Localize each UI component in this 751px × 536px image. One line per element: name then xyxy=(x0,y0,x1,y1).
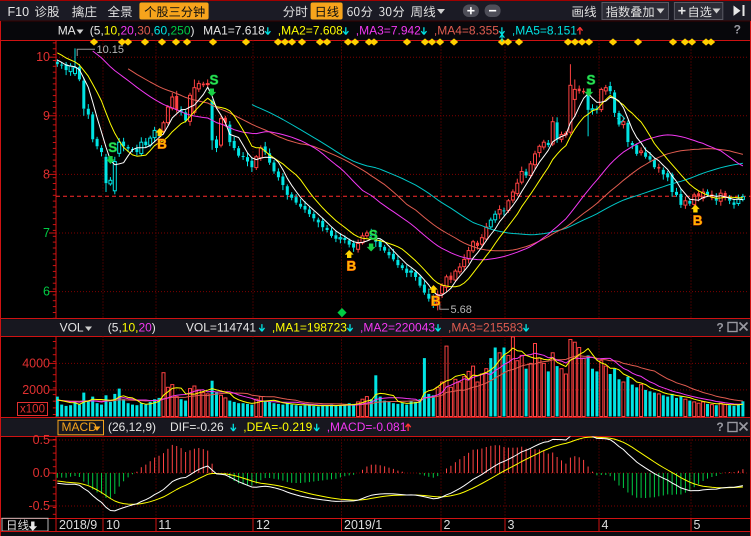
svg-text:9: 9 xyxy=(43,109,50,123)
svg-text:DIF=-0.26: DIF=-0.26 xyxy=(170,420,224,434)
svg-text:MACD: MACD xyxy=(62,420,98,434)
svg-text:): ) xyxy=(191,24,195,38)
svg-text:VOL: VOL xyxy=(60,320,84,334)
svg-text:30,: 30, xyxy=(137,24,154,38)
svg-text:2: 2 xyxy=(444,518,451,532)
svg-text:,MA5=8.151: ,MA5=8.151 xyxy=(512,24,577,38)
svg-text:12: 12 xyxy=(256,518,270,532)
svg-text:10: 10 xyxy=(106,518,120,532)
svg-text:?: ? xyxy=(734,23,741,37)
svg-text:MA: MA xyxy=(58,24,76,38)
svg-text:-0.5: -0.5 xyxy=(28,499,50,513)
svg-text:20: 20 xyxy=(139,320,153,334)
svg-text:,MA1=198723: ,MA1=198723 xyxy=(272,320,347,334)
svg-text:B: B xyxy=(431,294,441,309)
svg-text:11: 11 xyxy=(158,518,171,532)
svg-text:): ) xyxy=(152,320,156,334)
svg-text:S: S xyxy=(586,73,595,88)
svg-text:5.68: 5.68 xyxy=(451,304,472,316)
svg-text:?: ? xyxy=(716,420,723,434)
svg-text:(5,: (5, xyxy=(90,24,104,38)
svg-text:20,: 20, xyxy=(121,24,138,38)
svg-text:S: S xyxy=(209,73,218,88)
svg-text:3: 3 xyxy=(508,518,515,532)
svg-text:,MA3=7.942: ,MA3=7.942 xyxy=(356,24,421,38)
svg-text:5: 5 xyxy=(694,518,701,532)
svg-text:0.0: 0.0 xyxy=(33,466,50,480)
svg-text:60,: 60, xyxy=(154,24,171,38)
svg-text:4: 4 xyxy=(602,518,609,532)
svg-text:,MACD=-0.081: ,MACD=-0.081 xyxy=(327,420,407,434)
svg-text:0.5: 0.5 xyxy=(33,433,50,447)
svg-text:,MA2=7.608: ,MA2=7.608 xyxy=(278,24,343,38)
svg-text:S: S xyxy=(108,140,117,155)
svg-text:8: 8 xyxy=(43,167,50,181)
svg-text:B: B xyxy=(693,213,703,228)
svg-text:,MA3=215583: ,MA3=215583 xyxy=(448,320,523,334)
svg-text:MA1=7.618: MA1=7.618 xyxy=(203,24,265,38)
svg-text:(26,12,9): (26,12,9) xyxy=(108,420,156,434)
svg-text:2000: 2000 xyxy=(22,383,50,397)
svg-text:4000: 4000 xyxy=(22,356,50,370)
svg-text:,DEA=-0.219: ,DEA=-0.219 xyxy=(243,420,312,434)
svg-text:VOL=114741: VOL=114741 xyxy=(186,320,256,334)
svg-text:10: 10 xyxy=(36,50,50,64)
svg-text:?: ? xyxy=(716,320,723,334)
svg-text:10.15: 10.15 xyxy=(97,44,125,56)
svg-text:7: 7 xyxy=(43,226,50,240)
svg-text:,MA4=8.355: ,MA4=8.355 xyxy=(434,24,499,38)
svg-text:,MA2=220043: ,MA2=220043 xyxy=(360,320,435,334)
svg-text:10,: 10, xyxy=(104,24,121,38)
svg-text:2019/1: 2019/1 xyxy=(344,518,382,532)
svg-text:S: S xyxy=(369,228,378,243)
svg-text:B: B xyxy=(157,137,167,152)
svg-text:2018/9: 2018/9 xyxy=(59,518,97,532)
svg-text:(5,: (5, xyxy=(108,320,122,334)
svg-text:B: B xyxy=(347,259,357,274)
svg-text:F10: F10 xyxy=(8,5,30,19)
svg-text:10,: 10, xyxy=(122,320,139,334)
svg-text:6: 6 xyxy=(43,285,50,299)
svg-text:x100: x100 xyxy=(20,404,45,416)
svg-text:250: 250 xyxy=(171,24,191,38)
